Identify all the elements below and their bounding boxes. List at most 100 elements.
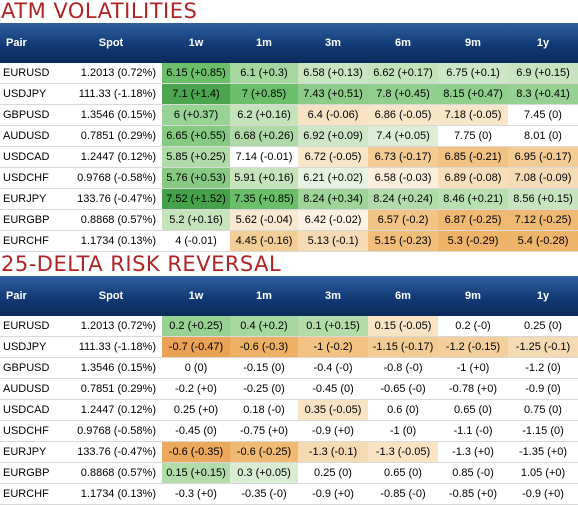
- value-cell: -1.1 (-0): [438, 420, 508, 442]
- value-cell: 0.25 (0): [298, 462, 368, 484]
- pair-cell: AUDUSD: [0, 378, 60, 400]
- table-row: GBPUSD 1.3546 (0.15%) 6 (+0.37) 6.2 (+0.16)…: [0, 104, 578, 126]
- pair-cell: EURCHF: [0, 230, 60, 252]
- value-cell: 7.43 (+0.51): [298, 83, 368, 105]
- table-row: EURUSD 1.2013 (0.72%) 6.15 (+0.85) 6.1 (+0.…: [0, 63, 578, 84]
- spot-cell: 0.8868 (0.57%): [60, 462, 162, 484]
- value-cell: 7.52 (+1.52): [162, 188, 230, 210]
- risk-reversal-title: 25-DELTA RISK REVERSAL: [1, 252, 282, 276]
- value-cell: -1.3 (-0.05): [368, 441, 438, 463]
- value-cell: -0.8 (-0): [368, 357, 438, 379]
- atm-header-row: Pair Spot 1w 1m 3m 6m 9m 1y: [0, 23, 578, 63]
- value-cell: 6 (+0.37): [162, 104, 230, 126]
- spot-cell: 0.7851 (0.29%): [60, 125, 162, 147]
- rr-column-header: 1m: [230, 276, 298, 316]
- value-cell: -0.6 (-0.3): [230, 336, 298, 358]
- value-cell: 0.65 (0): [368, 462, 438, 484]
- value-cell: 6.62 (+0.17): [368, 63, 438, 84]
- value-cell: -0.15 (0): [230, 357, 298, 379]
- atm-volatilities-title: ATM VOLATILITIES: [1, 0, 198, 23]
- value-cell: -1 (-0.2): [298, 336, 368, 358]
- value-cell: -0.45 (0): [298, 378, 368, 400]
- value-cell: -0.9 (+0): [298, 483, 368, 505]
- value-cell: -1.25 (-0.1): [508, 336, 578, 358]
- value-cell: 6.65 (+0.55): [162, 125, 230, 147]
- value-cell: 0.25 (+0): [162, 399, 230, 421]
- value-cell: 7.75 (0): [438, 125, 508, 147]
- value-cell: -1.2 (0): [508, 357, 578, 379]
- value-cell: 8.3 (+0.41): [508, 83, 578, 105]
- value-cell: -0.2 (+0): [162, 378, 230, 400]
- value-cell: 7.8 (+0.45): [368, 83, 438, 105]
- table-row: GBPUSD 1.3546 (0.15%) 0 (0) -0.15 (0) -0.4 (…: [0, 357, 578, 379]
- value-cell: 5.91 (+0.16): [230, 167, 298, 189]
- value-cell: 0.15 (-0.05): [368, 316, 438, 337]
- spot-cell: 133.76 (-0.47%): [60, 441, 162, 463]
- value-cell: -0.3 (+0): [162, 483, 230, 505]
- rr-header-row: Pair Spot 1w 1m 3m 6m 9m 1y: [0, 276, 578, 316]
- value-cell: -0.85 (-0): [368, 483, 438, 505]
- value-cell: 0.35 (-0.05): [298, 399, 368, 421]
- value-cell: -0.85 (+0): [438, 483, 508, 505]
- table-row: EURUSD 1.2013 (0.72%) 0.2 (+0.25) 0.4 (+0.2…: [0, 316, 578, 337]
- atm-column-header: 3m: [298, 23, 368, 63]
- value-cell: 6.2 (+0.16): [230, 104, 298, 126]
- value-cell: 6.92 (+0.09): [298, 125, 368, 147]
- table-row: USDJPY 111.33 (-1.18%) -0.7 (-0.47) -0.6 (-…: [0, 336, 578, 358]
- value-cell: 5.3 (-0.29): [438, 230, 508, 252]
- rr-column-header: Spot: [60, 276, 162, 316]
- value-cell: 0.18 (-0): [230, 399, 298, 421]
- value-cell: -1.2 (-0.15): [438, 336, 508, 358]
- rr-column-header: 9m: [438, 276, 508, 316]
- pair-cell: USDJPY: [0, 336, 60, 358]
- value-cell: -0.9 (0): [508, 378, 578, 400]
- pair-cell: EURUSD: [0, 63, 60, 84]
- table-row: EURCHF 1.1734 (0.13%) -0.3 (+0) -0.35 (-0) -…: [0, 483, 578, 505]
- value-cell: 6.95 (-0.17): [508, 146, 578, 168]
- value-cell: 0.6 (0): [368, 399, 438, 421]
- value-cell: 0 (0): [162, 357, 230, 379]
- spot-cell: 0.8868 (0.57%): [60, 209, 162, 231]
- value-cell: 0.75 (0): [508, 399, 578, 421]
- value-cell: 5.13 (-0.1): [298, 230, 368, 252]
- value-cell: 4 (-0.01): [162, 230, 230, 252]
- value-cell: -1.3 (+0): [438, 441, 508, 463]
- table-row: USDCHF 0.9768 (-0.58%) -0.45 (0) -0.75 (+0)…: [0, 420, 578, 442]
- value-cell: 7.45 (0): [508, 104, 578, 126]
- value-cell: -0.35 (-0): [230, 483, 298, 505]
- value-cell: 8.24 (+0.24): [368, 188, 438, 210]
- value-cell: 6.87 (-0.25): [438, 209, 508, 231]
- pair-cell: USDCHF: [0, 167, 60, 189]
- pair-cell: USDCHF: [0, 420, 60, 442]
- atm-column-header: 1w: [162, 23, 230, 63]
- table-row: USDJPY 111.33 (-1.18%) 7.1 (+1.4) 7 (+0.85)…: [0, 83, 578, 105]
- value-cell: 6.4 (-0.06): [298, 104, 368, 126]
- spot-cell: 1.2447 (0.12%): [60, 146, 162, 168]
- value-cell: 7.18 (-0.05): [438, 104, 508, 126]
- table-row: USDCHF 0.9768 (-0.58%) 5.76 (+0.53) 5.91 (+…: [0, 167, 578, 189]
- spot-cell: 1.1734 (0.13%): [60, 230, 162, 252]
- spot-cell: 1.3546 (0.15%): [60, 104, 162, 126]
- value-cell: -0.7 (-0.47): [162, 336, 230, 358]
- value-cell: 5.62 (-0.04): [230, 209, 298, 231]
- value-cell: -0.25 (0): [230, 378, 298, 400]
- value-cell: 5.85 (+0.25): [162, 146, 230, 168]
- value-cell: 0.4 (+0.2): [230, 316, 298, 337]
- spot-cell: 0.9768 (-0.58%): [60, 420, 162, 442]
- value-cell: 8.01 (0): [508, 125, 578, 147]
- value-cell: 6.42 (-0.02): [298, 209, 368, 231]
- value-cell: 6.9 (+0.15): [508, 63, 578, 84]
- value-cell: 0.65 (0): [438, 399, 508, 421]
- value-cell: 6.85 (-0.21): [438, 146, 508, 168]
- spot-cell: 0.7851 (0.29%): [60, 378, 162, 400]
- table-row: EURJPY 133.76 (-0.47%) -0.6 (-0.35) -0.6 (-…: [0, 441, 578, 463]
- atm-column-header: 9m: [438, 23, 508, 63]
- value-cell: 7 (+0.85): [230, 83, 298, 105]
- value-cell: 0.85 (-0): [438, 462, 508, 484]
- atm-table-body: EURUSD 1.2013 (0.72%) 6.15 (+0.85) 6.1 (+0.…: [0, 63, 578, 252]
- value-cell: 0.2 (+0.25): [162, 316, 230, 337]
- value-cell: 6.73 (-0.17): [368, 146, 438, 168]
- value-cell: 5.15 (-0.23): [368, 230, 438, 252]
- value-cell: -0.9 (+0): [298, 420, 368, 442]
- spot-cell: 1.2013 (0.72%): [60, 63, 162, 84]
